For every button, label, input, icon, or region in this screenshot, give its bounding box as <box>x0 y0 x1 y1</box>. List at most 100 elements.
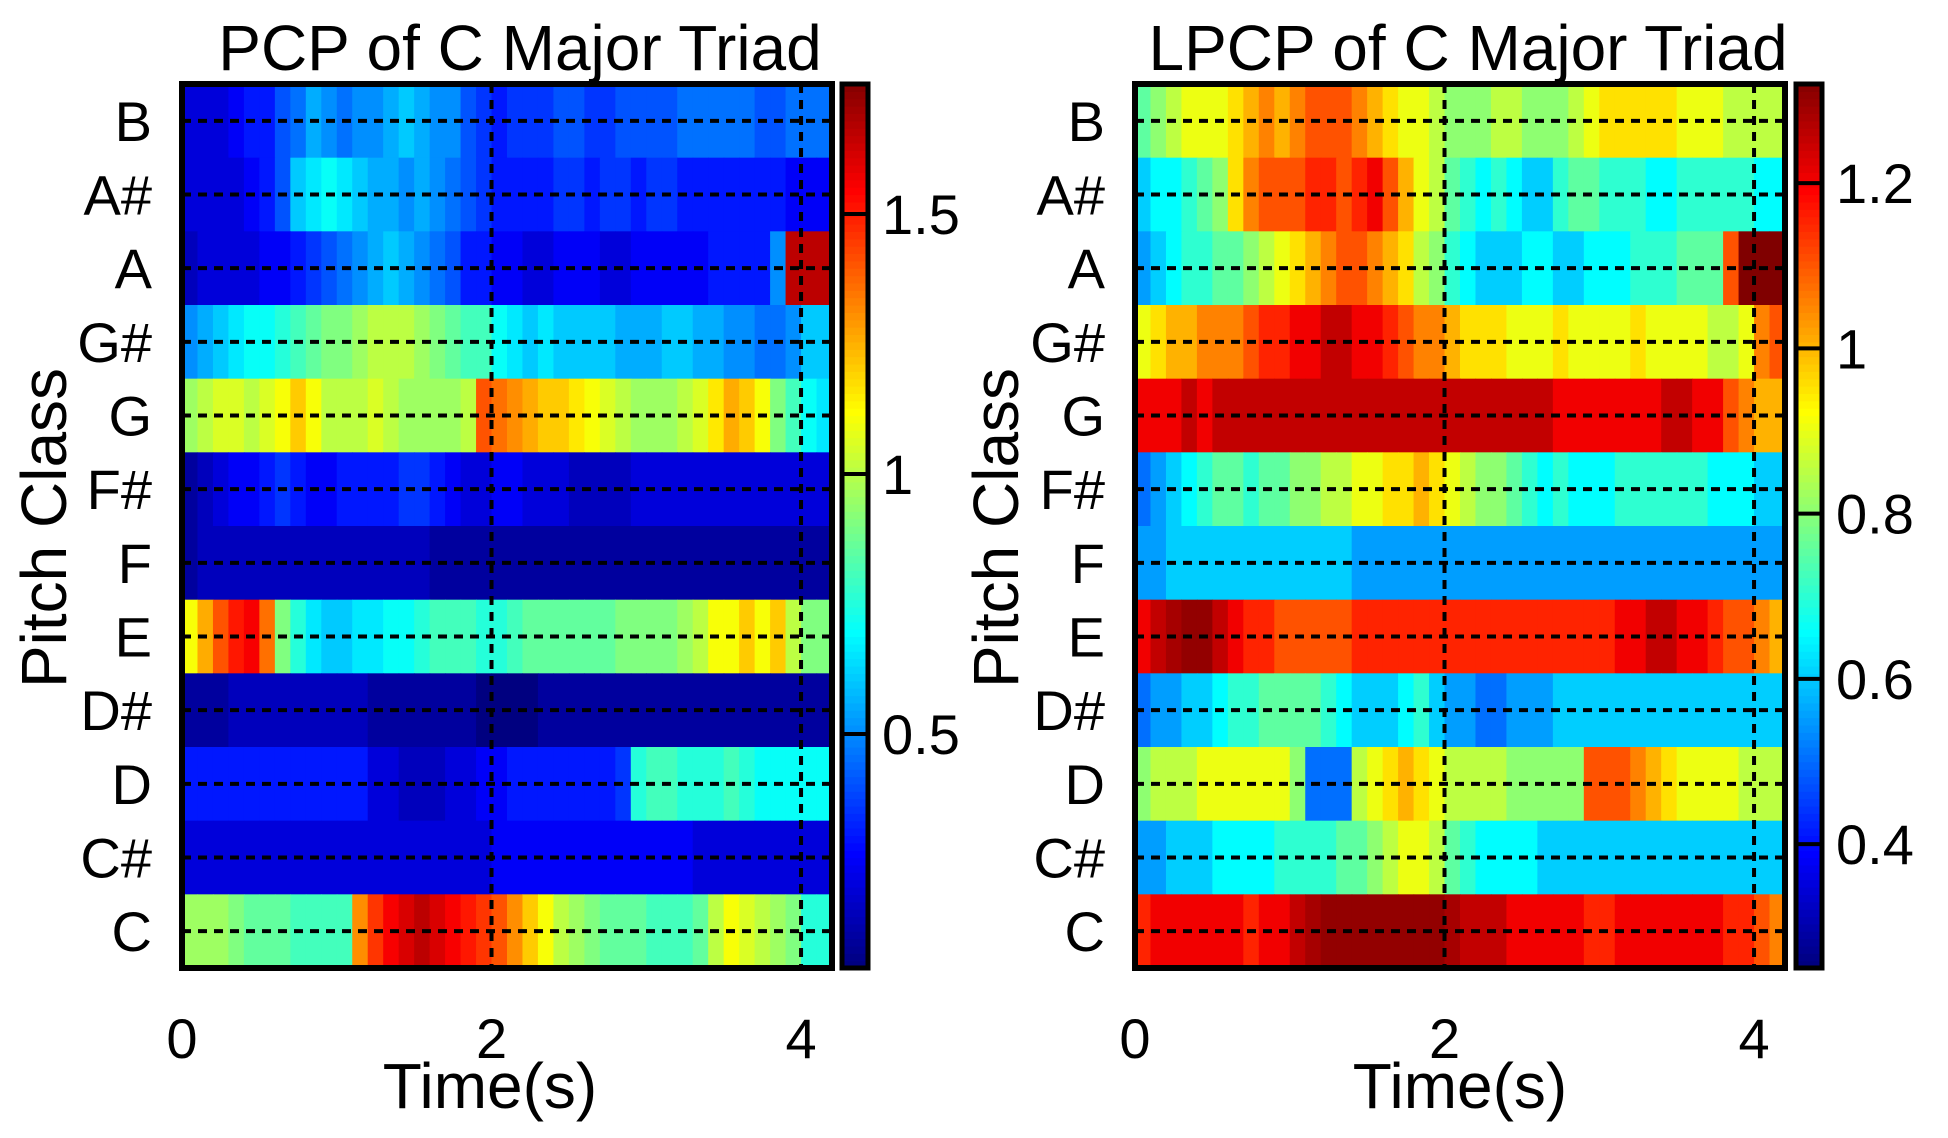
pcp-cell <box>507 894 524 969</box>
lpcp-colorbar-segment <box>1796 260 1822 269</box>
lpcp-cell <box>1537 894 1554 969</box>
lpcp-cell <box>1475 452 1492 527</box>
pcp-colorbar-segment <box>842 408 868 417</box>
pcp-colorbar-segment <box>842 275 868 284</box>
lpcp-cell <box>1475 231 1492 306</box>
lpcp-cell <box>1568 673 1585 748</box>
pcp-cell <box>522 378 539 453</box>
pcp-colorbar-segment <box>842 386 868 394</box>
pcp-colorbar-segment <box>842 540 868 549</box>
pcp-colorbar-segment <box>842 607 868 615</box>
lpcp-cell <box>1460 820 1477 895</box>
lpcp-colorbar-segment <box>1796 194 1822 203</box>
lpcp-cell <box>1444 599 1461 674</box>
pcp-cell <box>584 157 601 232</box>
pcp-cell <box>599 599 616 674</box>
pcp-colorbar-segment <box>842 165 868 173</box>
pcp-cell <box>522 599 539 674</box>
lpcp-cell <box>1537 673 1554 748</box>
pcp-colorbar-segment <box>842 850 868 859</box>
pcp-cell <box>429 378 446 453</box>
pcp-colorbar-segment <box>842 430 868 439</box>
lpcp-colorbar-segment <box>1796 665 1822 674</box>
pcp-cell <box>615 157 632 232</box>
pcp-cell <box>491 747 508 822</box>
pcp-y-tick-label: B <box>115 90 152 153</box>
pcp-colorbar-segment <box>842 732 868 741</box>
lpcp-colorbar-segment <box>1796 592 1822 601</box>
lpcp-heatmap-cells <box>1135 84 1786 969</box>
lpcp-colorbar-segment <box>1796 422 1822 431</box>
pcp-cell <box>491 84 508 159</box>
lpcp-cell <box>1537 526 1554 601</box>
pcp-cell <box>584 452 601 527</box>
lpcp-cell <box>1382 894 1399 969</box>
pcp-cell <box>491 673 508 748</box>
pcp-cell <box>445 747 462 822</box>
lpcp-cell <box>1537 452 1554 527</box>
pcp-cell <box>476 84 493 159</box>
pcp-cell <box>599 378 616 453</box>
pcp-colorbar-segment <box>842 894 868 903</box>
lpcp-cell <box>1413 526 1430 601</box>
lpcp-colorbar-segment <box>1796 842 1822 851</box>
pcp-cell <box>460 305 477 380</box>
pcp-cell <box>445 526 462 601</box>
pcp-y-tick-label: C# <box>80 827 152 890</box>
lpcp-cell <box>1552 378 1569 453</box>
lpcp-cell <box>1568 820 1585 895</box>
lpcp-y-tick-label: A# <box>1037 164 1106 227</box>
pcp-colorbar-segment <box>842 187 868 196</box>
pcp-colorbar-segment <box>842 452 868 461</box>
pcp-colorbar-segment <box>842 754 868 763</box>
lpcp-cell <box>1398 84 1415 159</box>
lpcp-cell <box>1413 673 1430 748</box>
lpcp-cell <box>1552 231 1569 306</box>
pcp-colorbar-segment <box>842 356 868 365</box>
pcp-cell <box>476 820 493 895</box>
lpcp-cell <box>1506 599 1523 674</box>
lpcp-colorbar-segment <box>1796 783 1822 792</box>
lpcp-colorbar-segment <box>1796 386 1822 394</box>
lpcp-cell <box>1429 747 1446 822</box>
lpcp-cell <box>1382 599 1399 674</box>
pcp-cell <box>553 894 570 969</box>
lpcp-cell <box>1490 673 1508 748</box>
lpcp-cell <box>1475 599 1492 674</box>
lpcp-colorbar-segment <box>1796 327 1822 336</box>
pcp-cell <box>460 599 477 674</box>
pcp-colorbar-segment <box>842 511 868 520</box>
pcp-cell <box>507 599 524 674</box>
lpcp-colorbar-segment <box>1796 651 1822 660</box>
lpcp-colorbar-tick-label: 1.2 <box>1836 152 1914 215</box>
lpcp-colorbar-segment <box>1796 916 1822 925</box>
pcp-cell <box>553 305 570 380</box>
lpcp-cell <box>1398 747 1415 822</box>
pcp-colorbar-segment <box>842 562 868 571</box>
lpcp-y-tick-label: B <box>1068 90 1105 153</box>
pcp-colorbar-segment <box>842 120 868 129</box>
lpcp-cell <box>1490 378 1508 453</box>
pcp-colorbar-segment <box>842 489 868 498</box>
lpcp-cell <box>1521 820 1538 895</box>
pcp-colorbar-segment <box>842 496 868 505</box>
pcp-colorbar-segment <box>842 945 868 954</box>
pcp-cell <box>568 84 585 159</box>
lpcp-colorbar-tick-label: 0.4 <box>1836 813 1914 876</box>
pcp-y-axis-label: Pitch Class <box>8 368 80 688</box>
pcp-cell <box>476 452 493 527</box>
lpcp-cell <box>1429 231 1446 306</box>
pcp-colorbar-segment <box>842 459 868 468</box>
lpcp-colorbar-segment <box>1796 747 1822 755</box>
lpcp-colorbar-segment <box>1796 437 1822 446</box>
pcp-cell <box>507 673 524 748</box>
pcp-cell <box>599 894 616 969</box>
pcp-colorbar-segment <box>842 422 868 431</box>
pcp-colorbar-segment <box>842 717 868 726</box>
pcp-colorbar-segment <box>842 231 868 240</box>
lpcp-colorbar-segment <box>1796 526 1822 534</box>
pcp-cell <box>491 231 508 306</box>
pcp-colorbar-segment <box>842 555 868 564</box>
pcp-colorbar-segment <box>842 378 868 387</box>
lpcp-cell <box>1568 894 1585 969</box>
